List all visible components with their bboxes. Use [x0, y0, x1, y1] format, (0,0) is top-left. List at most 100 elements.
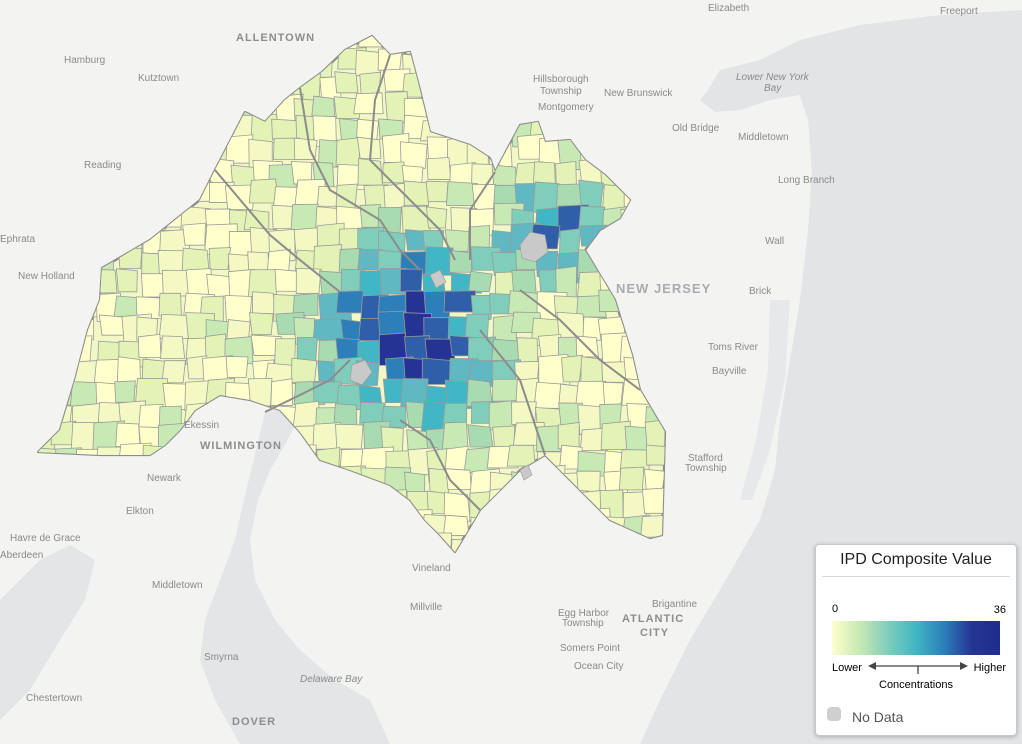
label-hamburg: Hamburg	[64, 55, 105, 66]
label-bayville: Bayville	[712, 366, 747, 377]
label-somers-point: Somers Point	[560, 643, 620, 654]
municipality-shape	[335, 423, 364, 450]
municipality-shape	[114, 380, 136, 403]
municipality-shape	[663, 425, 665, 457]
label-middletown-nj: Middletown	[738, 132, 789, 143]
municipality-shape	[644, 468, 665, 491]
delaware-bay	[200, 395, 390, 744]
legend-divider	[822, 576, 1010, 577]
municipality-shape	[511, 401, 537, 425]
label-wilmington: WILMINGTON	[200, 440, 282, 452]
label-new-holland: New Holland	[18, 271, 75, 282]
municipality-shape	[247, 378, 273, 407]
county-boundaries	[214, 54, 641, 511]
label-allentown: ALLENTOWN	[236, 32, 315, 44]
label-wall: Wall	[765, 236, 784, 247]
municipality-shape	[506, 444, 536, 467]
municipality-shape	[162, 383, 188, 410]
municipality-shape	[400, 141, 428, 169]
label-middletown-de: Middletown	[152, 580, 203, 591]
label-newark-de: Newark	[147, 473, 182, 484]
municipality-shape	[356, 136, 382, 159]
municipality-shape	[425, 180, 449, 203]
label-brigantine: Brigantine	[652, 599, 697, 610]
municipality-shape	[158, 292, 182, 317]
municipality-shape	[467, 424, 494, 448]
municipality-shape	[508, 290, 539, 315]
municipality-shape	[382, 161, 406, 184]
legend-concentrations-label: Concentrations	[879, 679, 953, 691]
municipality-shape	[335, 290, 364, 314]
label-kutztown: Kutztown	[138, 73, 179, 84]
municipality-shape	[645, 444, 665, 466]
legend-max-value: 36	[993, 604, 1006, 616]
municipality-shape	[161, 360, 186, 384]
municipality-shape	[340, 318, 362, 341]
label-ephrata: Ephrata	[0, 234, 35, 245]
label-hillsborough-twp: Township	[540, 86, 582, 97]
label-montgomery: Montgomery	[538, 102, 594, 113]
label-egg-harbor-1: Egg Harbor	[558, 608, 610, 619]
label-elizabeth: Elizabeth	[708, 3, 749, 14]
legend-lower-label: Lower	[832, 662, 862, 674]
municipality-shape	[561, 354, 583, 383]
label-vineland: Vineland	[412, 563, 451, 574]
municipality-shape	[208, 247, 232, 270]
municipality-shape	[292, 292, 319, 316]
label-smyrna: Smyrna	[204, 652, 239, 663]
label-new-jersey: NEW JERSEY	[616, 281, 711, 296]
label-atlantic-city-1: ATLANTIC	[622, 613, 684, 625]
municipality-shape	[137, 333, 162, 359]
municipality-shape	[357, 158, 383, 186]
legend-double-arrow-icon	[868, 662, 968, 674]
label-lower-ny-bay-2: Bay	[764, 83, 782, 94]
legend-no-data-swatch	[827, 707, 841, 721]
label-stafford-1: Stafford	[688, 453, 723, 464]
municipality-shape	[399, 268, 423, 293]
legend-panel: IPD Composite Value 0 36 Lower Higher Co…	[815, 544, 1017, 736]
label-kessin: Ekessin	[184, 420, 219, 431]
legend-higher-label: Higher	[973, 662, 1006, 674]
municipality-shape	[401, 205, 431, 234]
municipality-shape	[403, 180, 430, 206]
municipality-shape	[274, 268, 299, 292]
municipality-shape	[443, 492, 471, 522]
label-delaware-bay: Delaware Bay	[300, 674, 363, 685]
label-reading: Reading	[84, 160, 121, 171]
municipality-shape	[252, 291, 276, 315]
label-egg-harbor-2: Township	[562, 618, 604, 629]
label-elkton: Elkton	[126, 506, 154, 517]
label-dover: DOVER	[232, 716, 276, 728]
municipality-shape	[491, 378, 520, 402]
municipality-shape	[335, 137, 361, 167]
municipality-shape	[442, 514, 470, 536]
municipality-shape	[115, 268, 138, 293]
label-atlantic-city-2: CITY	[640, 627, 669, 639]
legend-no-data-label: No Data	[852, 709, 904, 725]
no-data-areas	[349, 231, 549, 481]
label-freeport: Freeport	[940, 6, 978, 17]
municipality-shape	[467, 336, 496, 362]
municipality-shape	[270, 378, 293, 406]
label-long-branch: Long Branch	[778, 175, 835, 186]
municipality-shape	[160, 335, 186, 359]
municipality-shape	[248, 312, 274, 336]
municipality-shape	[295, 267, 322, 294]
label-new-brunswick: New Brunswick	[604, 88, 673, 99]
label-old-bridge: Old Bridge	[672, 123, 720, 134]
municipality-shape	[312, 319, 346, 341]
municipality-shape	[334, 71, 359, 94]
lower-ny-bay	[700, 62, 800, 112]
label-chestertown: Chestertown	[26, 693, 82, 704]
municipality-shape	[115, 422, 141, 447]
municipality-shape	[557, 422, 580, 450]
label-brick: Brick	[749, 286, 772, 297]
barnegat-bay	[740, 300, 790, 500]
municipality-shape	[426, 157, 452, 180]
label-lower-ny-bay-1: Lower New York	[736, 72, 810, 83]
label-ocean-city: Ocean City	[574, 661, 623, 672]
municipality-shape	[182, 222, 206, 246]
legend-title: IPD Composite Value	[840, 551, 992, 568]
label-havre-de-grace: Havre de Grace	[10, 533, 81, 544]
